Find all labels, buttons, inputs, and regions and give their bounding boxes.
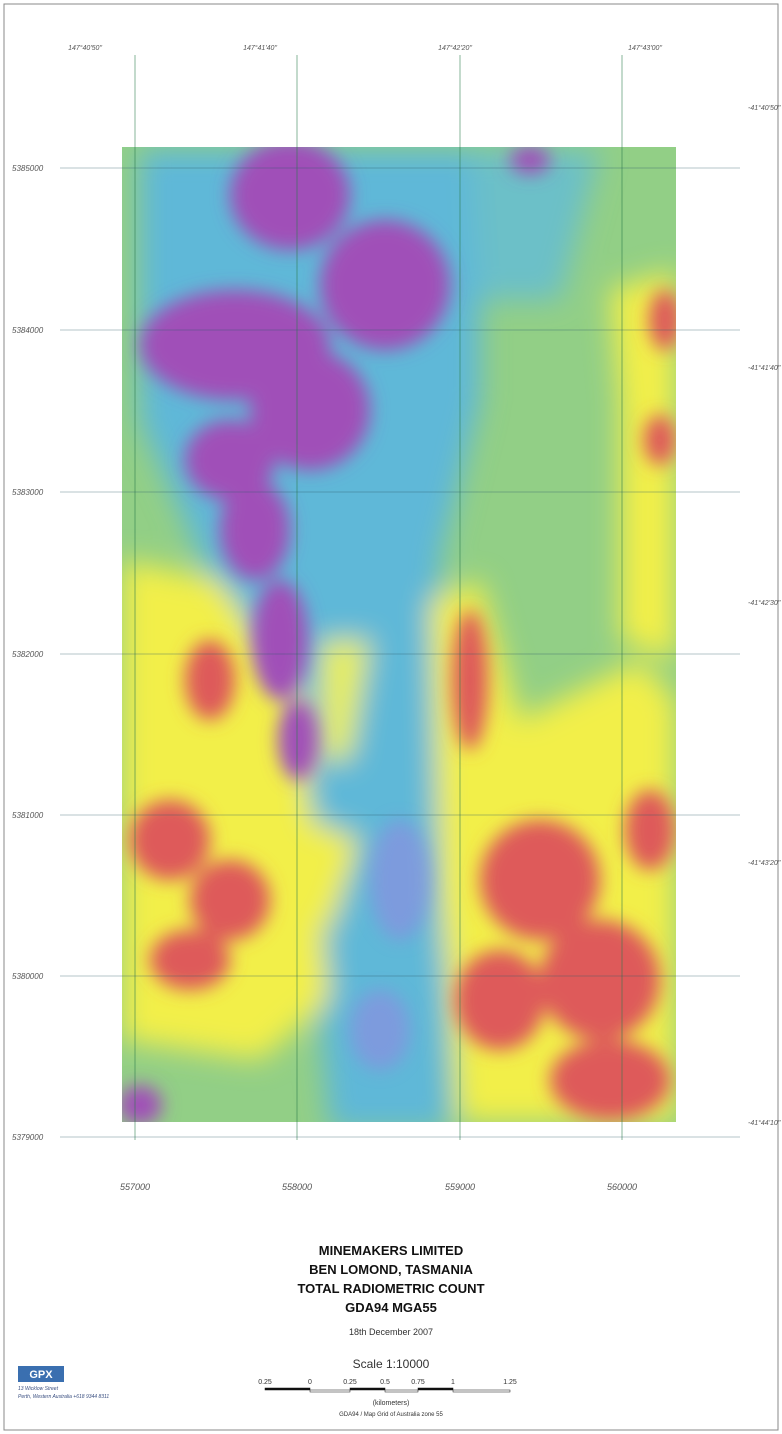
scale-bar-segment — [349, 1387, 386, 1391]
scale-tick-label: 1 — [451, 1379, 455, 1386]
easting-label: 559000 — [445, 1182, 475, 1192]
radiometric-raster — [122, 147, 676, 1122]
latitude-label: -41°42'30" — [748, 599, 781, 607]
scale-bar-segment — [452, 1389, 511, 1393]
scale-tick-label: 0.75 — [411, 1379, 425, 1386]
latitude-label: -41°41'40" — [748, 364, 781, 372]
scale-tick-label: 0.25 — [343, 1379, 357, 1386]
scale-tick-label: 0.5 — [380, 1379, 390, 1386]
scale-tick-label: 0 — [308, 1379, 312, 1386]
northing-label: 5379000 — [12, 1133, 44, 1142]
northing-label: 5384000 — [12, 326, 44, 335]
logo-address: 13 Wicklow Street — [18, 1386, 59, 1392]
logo-address: Perth, Western Australia +618 9344 8311 — [18, 1394, 109, 1400]
projection: GDA94 / Map Grid of Australia zone 55 — [339, 1412, 443, 1418]
northing-label: 5381000 — [12, 811, 44, 820]
title-line: TOTAL RADIOMETRIC COUNT — [297, 1281, 484, 1296]
title-line: MINEMAKERS LIMITED — [319, 1243, 463, 1258]
scale: Scale 1:10000 — [353, 1357, 430, 1371]
longitude-label: 147°42'20" — [438, 44, 472, 52]
logo: GPX — [29, 1369, 53, 1381]
scale-unit: (kilometers) — [373, 1400, 410, 1407]
longitude-label: 147°40'50" — [68, 44, 102, 52]
date: 18th December 2007 — [349, 1327, 433, 1337]
scale-bar-segment — [384, 1389, 419, 1393]
scale-bar-segment — [264, 1387, 311, 1391]
latitude-label: -41°44'10" — [748, 1119, 781, 1127]
longitude-label: 147°41'40" — [243, 44, 277, 52]
longitude-label: 147°43'00" — [628, 44, 662, 52]
title-line: GDA94 MGA55 — [345, 1300, 437, 1315]
northing-label: 5383000 — [12, 488, 44, 497]
easting-label: 557000 — [120, 1182, 150, 1192]
scale-tick-label: 1.25 — [503, 1379, 517, 1386]
latitude-label: -41°43'20" — [748, 859, 781, 867]
northing-label: 5385000 — [12, 164, 44, 173]
scale-tick-label: 0.25 — [258, 1379, 272, 1386]
title-line: BEN LOMOND, TASMANIA — [309, 1262, 473, 1277]
latitude-label: -41°40'50" — [748, 104, 781, 112]
easting-label: 558000 — [282, 1182, 312, 1192]
scale-bar-segment — [417, 1387, 454, 1391]
northing-label: 5380000 — [12, 972, 44, 981]
scale-bar-segment — [309, 1389, 351, 1393]
northing-label: 5382000 — [12, 650, 44, 659]
easting-label: 560000 — [607, 1182, 637, 1192]
logo-box — [18, 1366, 64, 1382]
sheet-border — [3, 3, 779, 1431]
